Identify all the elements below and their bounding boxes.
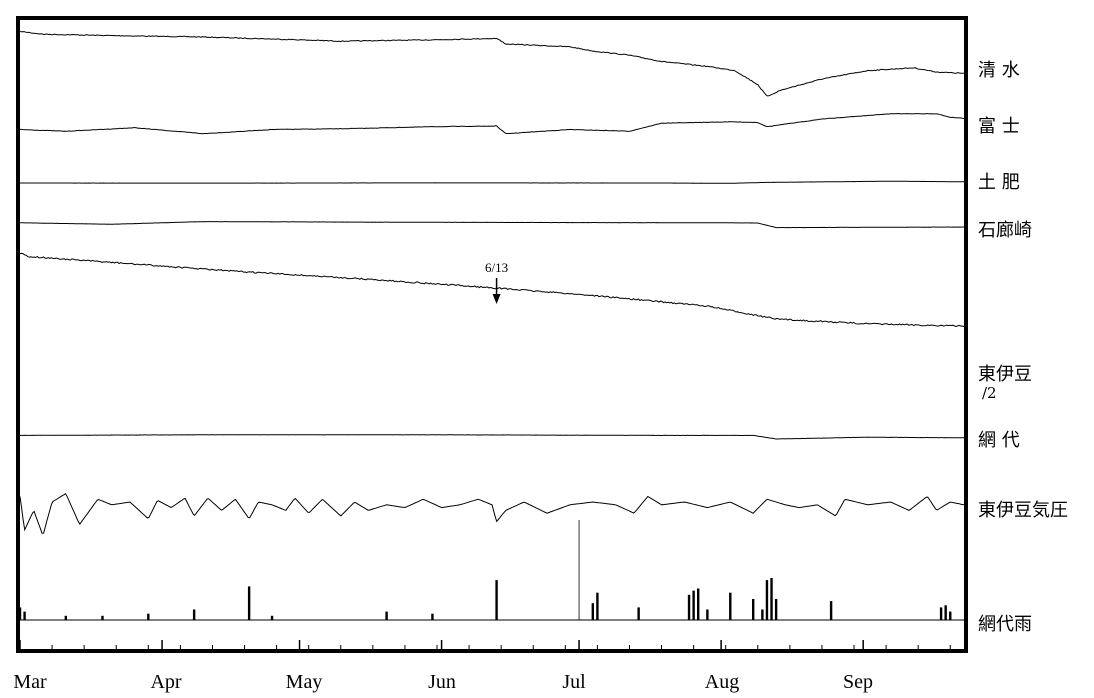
rain-bar [692, 590, 695, 620]
rain-bar [752, 599, 755, 620]
rain-bar [687, 594, 691, 620]
series-line [19, 30, 965, 97]
rain-bar [23, 611, 26, 620]
series-line [20, 112, 965, 135]
annotation-label: 6/13 [485, 260, 508, 275]
series-line [20, 434, 964, 440]
series-label: 石廊崎 [978, 220, 1032, 241]
rain-bar [637, 607, 640, 620]
x-tick-label: Jun [428, 671, 456, 693]
series-label: 土 肥 [978, 172, 1020, 193]
rain-bar [270, 615, 274, 620]
rain-bar [761, 609, 764, 620]
series-label-sub: /2 [982, 384, 997, 402]
rain-bar [591, 603, 595, 620]
rain-bar [729, 592, 732, 620]
rain-bar [64, 615, 68, 620]
rain-bar [770, 578, 773, 620]
rain-bar [697, 588, 700, 620]
series-line [19, 252, 965, 328]
rain-bar [247, 586, 251, 620]
rain-bar [385, 611, 388, 620]
x-axis: Mar Apr May Jun Jul Aug Sep [13, 640, 951, 693]
rain-bar [706, 609, 709, 620]
x-tick-label: Apr [150, 671, 181, 693]
rain-bar [431, 613, 434, 620]
rain-bar [944, 605, 947, 620]
series-label: 清 水 [978, 60, 1020, 81]
rain-bar [18, 607, 22, 620]
x-tick-label: Mar [13, 671, 47, 693]
plot-frame [16, 16, 968, 653]
rain-bar [147, 613, 150, 620]
x-tick-label: Sep [843, 671, 873, 693]
rain-bar [949, 611, 952, 620]
x-tick-label: Aug [705, 671, 739, 693]
x-tick-label: Jul [562, 671, 586, 693]
rain-bar [495, 580, 498, 620]
rain-bar [829, 601, 833, 620]
series-label: 東伊豆気圧 [978, 500, 1068, 521]
annotation-arrow-head [492, 294, 501, 304]
rain-bar [765, 580, 769, 620]
series-label: 網 代 [978, 430, 1020, 451]
series-label: 富 士 [978, 116, 1020, 137]
annotation: 6/13 [485, 260, 508, 304]
rain-bar [101, 615, 104, 620]
rain-bar [939, 607, 943, 620]
rain-bar [192, 609, 196, 620]
series-line [20, 221, 964, 229]
series-layer [18, 30, 965, 621]
rain-bar [596, 592, 599, 620]
series-label: 東伊豆 [978, 364, 1032, 385]
series-line [19, 492, 965, 534]
x-tick-label: May [286, 671, 323, 693]
series-label: 網代雨 [978, 614, 1032, 635]
series-line [20, 180, 964, 184]
rain-bar [774, 599, 778, 620]
